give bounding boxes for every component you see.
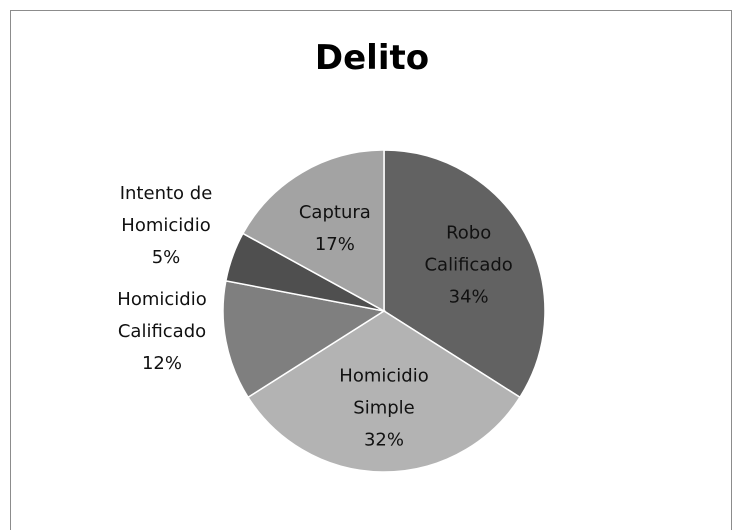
slice-label-3: Intento de Homicidio 5% xyxy=(120,183,213,268)
slice-name-label: Calificado xyxy=(118,321,206,342)
slice-name-label: Robo xyxy=(446,222,491,243)
slice-name-label: Homicidio xyxy=(121,215,210,236)
slice-name-label: Homicidio xyxy=(117,289,206,310)
pie-slice-2 xyxy=(222,279,387,399)
slice-label-2: Homicidio Calificado 12% xyxy=(117,289,206,374)
pie-slice-0 xyxy=(383,149,546,399)
slice-name-label: Intento de xyxy=(120,183,213,204)
slice-percent-label: 12% xyxy=(142,353,182,374)
slice-label-0: Robo Calificado 34% xyxy=(424,222,512,307)
slice-label-4: Captura 17% xyxy=(299,202,371,255)
slice-name-label: Homicidio xyxy=(339,366,428,387)
chart-title: Delito xyxy=(314,38,430,78)
pie-slice-4 xyxy=(241,149,385,313)
slice-percent-label: 32% xyxy=(364,430,404,451)
slice-label-1: Homicidio Simple 32% xyxy=(339,366,428,451)
slice-percent-label: 5% xyxy=(152,247,181,268)
slice-name-label: Calificado xyxy=(424,254,512,275)
slice-percent-label: 17% xyxy=(315,234,355,255)
slice-percent-label: 34% xyxy=(449,286,489,307)
pie-slice-1 xyxy=(247,310,521,473)
slice-name-label: Simple xyxy=(353,398,414,419)
slice-name-label: Captura xyxy=(299,202,371,223)
